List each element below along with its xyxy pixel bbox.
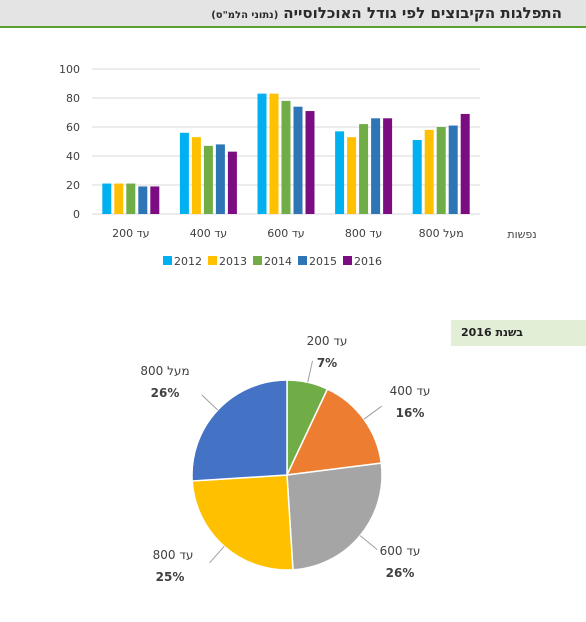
bar	[460, 113, 470, 214]
title-wrap: התפלגות הקיבוצים לפי גודל האוכלוסייה (נתו…	[211, 3, 562, 22]
legend-label: 2014	[264, 255, 292, 268]
x-tick-label: עד 200	[112, 227, 149, 240]
bar	[257, 93, 267, 214]
x-axis-label: נפשות	[507, 228, 536, 241]
pie-category-label: עד 800	[153, 548, 194, 562]
pie-value-label: 16%	[396, 406, 425, 420]
legend-swatch	[343, 256, 352, 265]
leader-line	[363, 405, 382, 420]
pie-category-label: מעל 800	[140, 364, 189, 378]
pie-value-label: 26%	[386, 566, 415, 580]
bar	[215, 144, 225, 214]
pie-category-label: עד 200	[307, 334, 348, 348]
pie-slice	[191, 379, 288, 482]
pie-value-label: 26%	[151, 386, 180, 400]
bar	[126, 183, 136, 214]
y-tick-label: 100	[59, 63, 80, 76]
bar	[203, 145, 213, 214]
legend-label: 2015	[309, 255, 337, 268]
leader-line	[307, 360, 313, 383]
page-subtitle: (נתוני הלמ"ס)	[211, 10, 279, 21]
pie-category-label: עד 400	[390, 384, 431, 398]
bar	[359, 124, 369, 214]
x-tick-label: עד 600	[267, 227, 304, 240]
bar	[424, 129, 434, 214]
bar	[227, 151, 237, 214]
leader-line	[201, 394, 219, 411]
y-tick-label: 80	[66, 92, 80, 105]
title-underline	[0, 26, 586, 28]
bar	[150, 186, 160, 214]
bar	[281, 100, 291, 214]
x-tick-label: עד 800	[345, 227, 382, 240]
bar	[448, 125, 458, 214]
title-bar: התפלגות הקיבוצים לפי גודל האוכלוסייה (נתו…	[0, 0, 586, 26]
pie-slice	[286, 462, 383, 571]
bar-chart: 0 20 40 60 80 100 עד 200 עד 400 עד 600 עד 800 מעל …	[59, 63, 537, 268]
pie-slice	[191, 474, 294, 571]
bar	[179, 132, 189, 214]
legend-swatch	[208, 256, 217, 265]
legend-label: 2012	[174, 255, 202, 268]
bar	[269, 93, 279, 214]
bar	[191, 137, 201, 214]
bar	[102, 183, 112, 214]
leader-line	[209, 545, 225, 564]
pie-value-label: 25%	[156, 570, 185, 584]
legend-label: 2016	[354, 255, 382, 268]
page-title: התפלגות הקיבוצים לפי גודל האוכלוסייה	[283, 4, 562, 22]
pie-slice	[285, 388, 383, 476]
pie-category-label: עד 600	[380, 544, 421, 558]
x-tick-label: עד 400	[190, 227, 227, 240]
pie-slice	[286, 379, 329, 476]
bar	[305, 111, 315, 214]
bar	[114, 183, 124, 214]
pie-value-label: 7%	[317, 356, 337, 370]
x-tick-label: מעל 800	[419, 227, 464, 240]
y-tick-label: 40	[66, 150, 80, 163]
bar	[138, 186, 148, 214]
legend-swatch	[253, 256, 262, 265]
bar	[293, 106, 303, 214]
bar	[347, 137, 357, 214]
legend-label: 2013	[219, 255, 247, 268]
bar	[412, 140, 422, 214]
pie-caption-box: בשנת 2016	[451, 320, 586, 346]
bar	[383, 118, 393, 214]
legend-swatch	[163, 256, 172, 265]
y-tick-label: 0	[73, 208, 80, 221]
pie-caption: בשנת 2016	[461, 326, 524, 339]
y-tick-label: 20	[66, 179, 80, 192]
legend-swatch	[298, 256, 307, 265]
y-tick-label: 60	[66, 121, 80, 134]
bar	[436, 127, 446, 214]
leader-line	[359, 535, 378, 550]
bar	[371, 118, 381, 214]
bar	[335, 131, 345, 214]
